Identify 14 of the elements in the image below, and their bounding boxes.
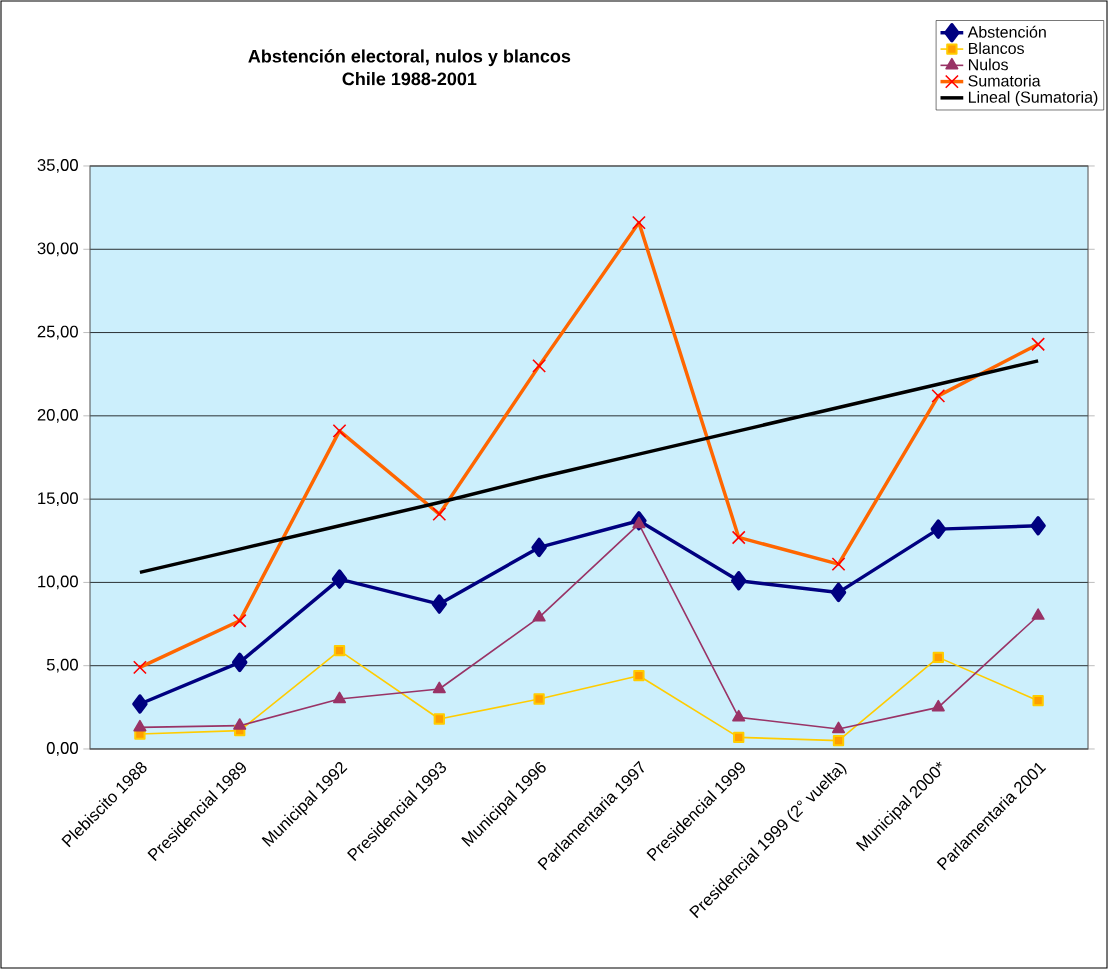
legend-label: Nulos bbox=[968, 58, 1008, 71]
y-tick-label: 35,00 bbox=[37, 159, 78, 173]
legend-label: Blancos bbox=[968, 42, 1024, 55]
legend-label: Sumatoria bbox=[968, 74, 1041, 87]
y-tick-label: 0,00 bbox=[46, 742, 78, 756]
y-tick-label: 10,00 bbox=[38, 575, 78, 590]
y-tick-label: 20,00 bbox=[37, 408, 78, 423]
legend-label: Abstención bbox=[967, 25, 1046, 38]
y-tick-label: 25,00 bbox=[37, 325, 78, 340]
legend-label: Lineal (Sumatoria) bbox=[968, 91, 1098, 106]
y-tick-label: 30,00 bbox=[37, 242, 78, 257]
y-tick-label: 15,00 bbox=[38, 492, 78, 507]
y-tick-label: 5,00 bbox=[46, 658, 78, 673]
chart-title: Abstención electoral, nulos y blancos Chile 1988-2001 bbox=[248, 49, 571, 86]
